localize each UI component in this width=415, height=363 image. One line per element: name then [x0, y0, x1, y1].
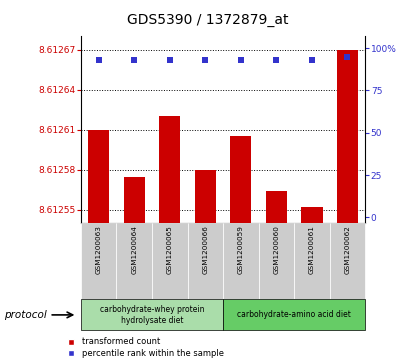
Legend: transformed count, percentile rank within the sample: transformed count, percentile rank withi…	[62, 337, 225, 359]
Point	[309, 57, 315, 63]
Bar	[124, 176, 145, 223]
Text: carbohydrate-whey protein
hydrolysate diet: carbohydrate-whey protein hydrolysate di…	[100, 305, 204, 325]
Bar	[230, 136, 251, 223]
Bar	[301, 207, 322, 223]
Point	[202, 57, 209, 63]
Point	[166, 57, 173, 63]
Point	[237, 57, 244, 63]
Bar	[159, 117, 181, 223]
Point	[344, 54, 351, 60]
Bar	[88, 130, 110, 223]
Text: GSM1200062: GSM1200062	[344, 225, 350, 274]
Bar	[195, 170, 216, 223]
Text: protocol: protocol	[4, 310, 47, 320]
Bar	[266, 191, 287, 223]
Text: GSM1200061: GSM1200061	[309, 225, 315, 274]
Text: GDS5390 / 1372879_at: GDS5390 / 1372879_at	[127, 13, 288, 27]
Text: GSM1200060: GSM1200060	[273, 225, 279, 274]
Text: GSM1200066: GSM1200066	[202, 225, 208, 274]
Text: GSM1200059: GSM1200059	[238, 225, 244, 274]
Text: GSM1200065: GSM1200065	[167, 225, 173, 274]
Bar	[337, 50, 358, 223]
Text: carbohydrate-amino acid diet: carbohydrate-amino acid diet	[237, 310, 351, 319]
Point	[95, 57, 102, 63]
Point	[273, 57, 280, 63]
Point	[131, 57, 137, 63]
Text: GSM1200063: GSM1200063	[96, 225, 102, 274]
Text: GSM1200064: GSM1200064	[131, 225, 137, 274]
